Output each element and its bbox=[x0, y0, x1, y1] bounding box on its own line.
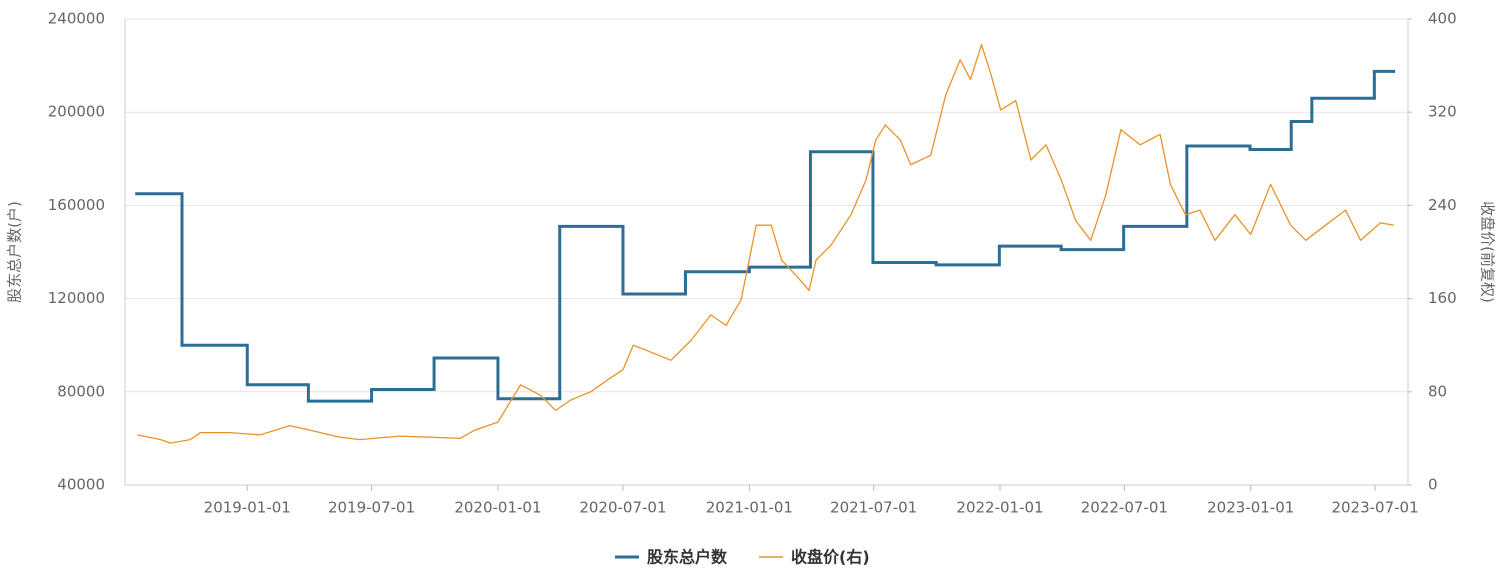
legend-label: 收盘价(右) bbox=[791, 548, 870, 567]
x-tick-label: 2022-01-01 bbox=[956, 499, 1043, 517]
x-tick-label: 2019-01-01 bbox=[204, 499, 291, 517]
y-tick-label: 40000 bbox=[57, 476, 105, 494]
y-tick-label: 120000 bbox=[48, 289, 105, 307]
y2-tick-label: 400 bbox=[1428, 10, 1457, 28]
y2-tick-label: 80 bbox=[1428, 382, 1447, 400]
x-tick-label: 2021-07-01 bbox=[830, 499, 917, 517]
legend-label: 股东总户数 bbox=[647, 548, 728, 567]
legend: 股东总户数 收盘价(右) bbox=[615, 548, 870, 567]
y-axis-title: 股东总户数(户) bbox=[6, 201, 24, 303]
x-tick-label: 2020-07-01 bbox=[579, 499, 666, 517]
y2-tick-label: 320 bbox=[1428, 103, 1457, 121]
x-tick-label: 2022-07-01 bbox=[1081, 499, 1168, 517]
y-tick-label: 240000 bbox=[48, 10, 105, 28]
x-tick-label: 2020-01-01 bbox=[454, 499, 541, 517]
y2-axis-title: 收盘价(前复权) bbox=[1479, 201, 1497, 303]
y2-tick-label: 240 bbox=[1428, 196, 1457, 214]
price-line bbox=[137, 43, 1394, 444]
y2-tick-label: 0 bbox=[1428, 476, 1438, 494]
y2-tick-label: 160 bbox=[1428, 289, 1457, 307]
x-tick-label: 2019-07-01 bbox=[328, 499, 415, 517]
x-tick-label: 2023-01-01 bbox=[1207, 499, 1294, 517]
step-end bbox=[1392, 69, 1396, 73]
x-tick-label: 2023-07-01 bbox=[1331, 499, 1418, 517]
y-tick-label: 80000 bbox=[57, 382, 105, 400]
y-tick-label: 160000 bbox=[48, 196, 105, 214]
x-tick-label: 2021-01-01 bbox=[706, 499, 793, 517]
y-tick-label: 200000 bbox=[48, 103, 105, 121]
